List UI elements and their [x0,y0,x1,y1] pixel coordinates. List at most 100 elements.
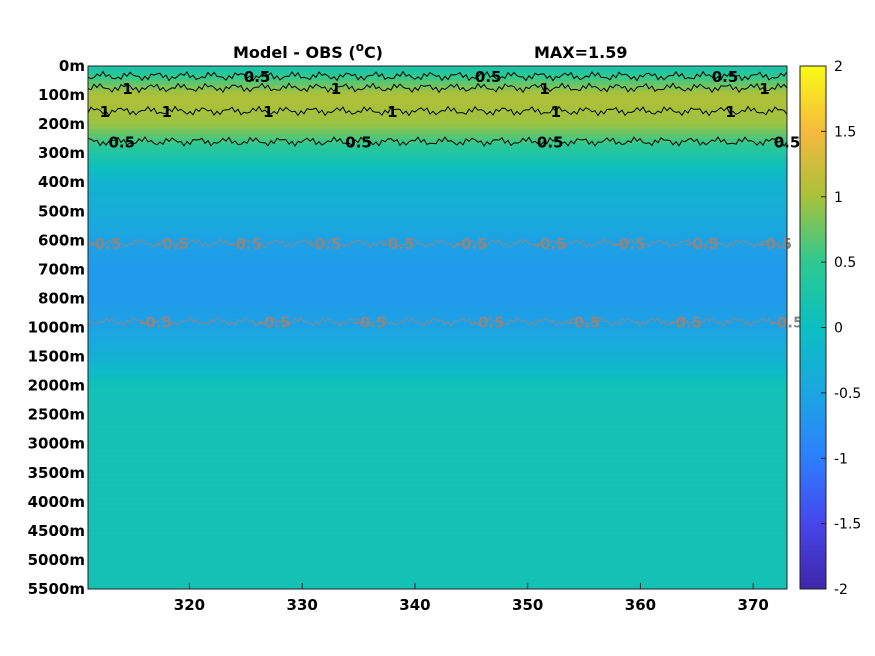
contour-label: -0.5 [669,314,702,332]
colorbar-tick-label: 0 [834,321,843,337]
heatmap-band [88,366,787,372]
heatmap-band [88,90,787,96]
heatmap-band [88,308,787,314]
heatmap-band [88,119,787,125]
heatmap-band [88,312,787,319]
heatmap-band [88,511,787,517]
heatmap-band [88,458,787,464]
heatmap-band [88,463,787,469]
heatmap-band [88,279,787,285]
colorbar-tick-label: -1.5 [834,517,861,533]
heatmap-band [88,114,787,120]
colorbar-tick-label: -0.5 [834,386,861,402]
y-tick-label: 100m [38,86,85,104]
heatmap-band [88,550,787,556]
contour-label: -0.5 [229,235,262,253]
contour-label: -0.5 [534,235,567,253]
heatmap-band [88,477,787,484]
heatmap-band [88,409,787,416]
heatmap-band [88,225,787,232]
y-tick-label: 1500m [28,348,85,366]
contour-label: -0.5 [686,235,719,253]
heatmap-band [88,70,787,77]
heatmap-band [88,332,787,338]
colorbar-axis: 2 1.5 1 0.5 0 -0.5 -1 -1.5 -2 [821,59,861,598]
heatmap-band [88,351,787,358]
heatmap-band [88,395,787,401]
y-tick-label: 800m [38,289,85,307]
heatmap-band [88,448,787,454]
plot-frame [87,65,788,590]
colorbar-tick-label: 2 [834,59,843,75]
x-tick-label: 340 [399,596,430,614]
contour-label: 1 [162,103,172,121]
heatmap-band [88,579,787,585]
heatmap-band [88,245,787,251]
contour-label: -0.5 [156,235,189,253]
heatmap-band [88,85,787,91]
heatmap-band [88,269,787,275]
y-tick-label: 500m [38,202,85,220]
heatmap-band [88,220,787,227]
heatmap-band [88,487,787,493]
y-tick-label: 300m [38,144,85,162]
contour-line [88,136,787,147]
contour-lines [88,70,787,328]
heatmap-band [88,133,787,140]
contour-label: -0.5 [568,314,601,332]
heatmap-band [88,109,787,116]
heatmap-band [88,187,787,193]
contour-label: -0.5 [353,314,386,332]
heatmap-band [88,303,787,309]
colorbar-tick-label: 1 [834,190,843,206]
heatmap-band [88,356,787,362]
heatmap-band [88,172,787,178]
y-tick-label: 200m [38,115,85,133]
contour-line [88,82,787,94]
heatmap-band [88,540,787,547]
heatmap-band [88,361,787,367]
heatmap-band [88,337,787,343]
heatmap-band [88,80,787,86]
heatmap-band [88,390,787,396]
contour-label: -0.5 [308,235,341,253]
y-tick-label: 2000m [28,377,85,395]
heatmap-band [88,400,787,406]
colorbar-tick-label: -1 [834,451,848,467]
heatmap-band [88,521,787,527]
heatmap-band [88,492,787,498]
heatmap-band [88,104,787,111]
y-tick-label: 0m [59,57,85,75]
heatmap-band [88,230,787,237]
chart-title: Model - OBS (oC) [233,40,383,62]
heatmap-band [88,584,787,589]
heatmap-band [88,482,787,488]
contour-label: 1 [387,103,397,121]
contour-line [88,316,787,328]
heatmap-band [88,516,787,522]
y-tick-label: 3000m [28,435,85,453]
contour-label: -0.5 [88,235,121,253]
heatmap-band [88,414,787,421]
heatmap-band [88,526,787,532]
x-tick-label: 350 [512,596,543,614]
heatmap-band [88,467,787,474]
x-tick-label: 360 [625,596,656,614]
y-tick-label: 3500m [28,464,85,482]
contour-label: 1 [725,103,735,121]
heatmap-band [88,128,787,135]
y-tick-label: 4000m [28,493,85,511]
heatmap-band [88,346,787,353]
contour-label: -0.5 [759,235,792,253]
heatmap-band [88,254,787,261]
heatmap-band [88,191,787,198]
x-axis: 320 330 340 350 360 370 [174,583,769,614]
contour-label: 1 [551,103,561,121]
contour-label: 1 [122,80,132,98]
contour-label: -0.5 [258,314,291,332]
heatmap-band [88,264,787,270]
y-tick-label: 2500m [28,406,85,424]
contour-label: 0.5 [537,134,564,152]
heatmap-band [88,375,787,382]
